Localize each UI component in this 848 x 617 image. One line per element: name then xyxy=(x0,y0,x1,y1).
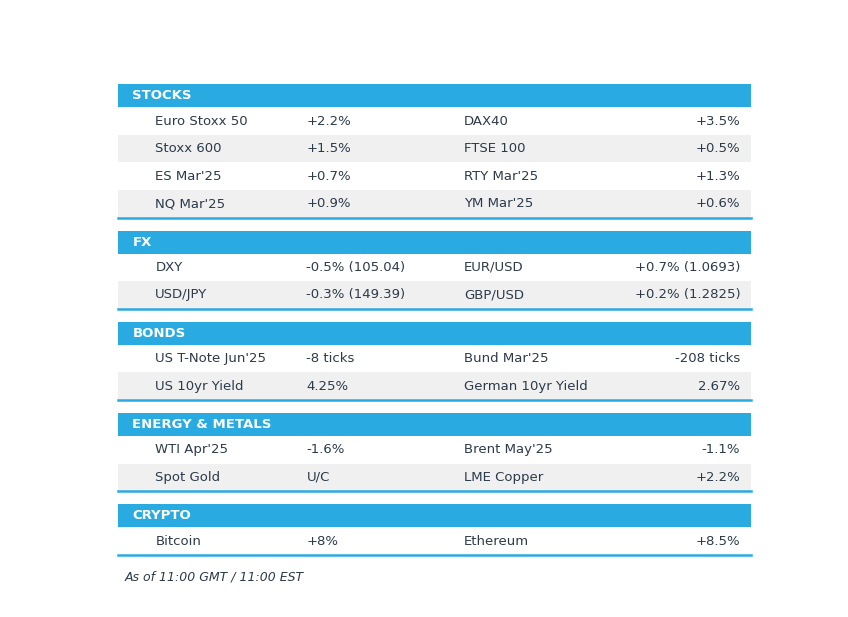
Text: -0.3% (149.39): -0.3% (149.39) xyxy=(306,289,405,302)
Text: +8%: +8% xyxy=(306,534,338,547)
Text: -208 ticks: -208 ticks xyxy=(675,352,740,365)
FancyBboxPatch shape xyxy=(118,373,751,400)
Text: EUR/USD: EUR/USD xyxy=(464,261,524,274)
Text: YM Mar'25: YM Mar'25 xyxy=(464,197,533,210)
Text: +3.5%: +3.5% xyxy=(695,115,740,128)
Text: -1.6%: -1.6% xyxy=(306,444,345,457)
Text: Stoxx 600: Stoxx 600 xyxy=(155,142,222,155)
Text: Bund Mar'25: Bund Mar'25 xyxy=(464,352,549,365)
Text: As of 11:00 GMT / 11:00 EST: As of 11:00 GMT / 11:00 EST xyxy=(125,571,304,584)
Text: RTY Mar'25: RTY Mar'25 xyxy=(464,170,538,183)
Text: ENERGY & METALS: ENERGY & METALS xyxy=(132,418,271,431)
Text: +0.2% (1.2825): +0.2% (1.2825) xyxy=(634,289,740,302)
Text: DAX40: DAX40 xyxy=(464,115,509,128)
Text: +0.5%: +0.5% xyxy=(695,142,740,155)
Text: +1.5%: +1.5% xyxy=(306,142,351,155)
FancyBboxPatch shape xyxy=(118,135,751,162)
Text: DXY: DXY xyxy=(155,261,182,274)
Text: GBP/USD: GBP/USD xyxy=(464,289,524,302)
Text: CRYPTO: CRYPTO xyxy=(132,510,191,523)
FancyBboxPatch shape xyxy=(118,254,751,281)
FancyBboxPatch shape xyxy=(118,463,751,491)
Text: US 10yr Yield: US 10yr Yield xyxy=(155,379,243,392)
Text: USD/JPY: USD/JPY xyxy=(155,289,208,302)
Text: +2.2%: +2.2% xyxy=(695,471,740,484)
Text: U/C: U/C xyxy=(306,471,330,484)
Text: German 10yr Yield: German 10yr Yield xyxy=(464,379,588,392)
FancyBboxPatch shape xyxy=(118,162,751,190)
Text: ES Mar'25: ES Mar'25 xyxy=(155,170,222,183)
FancyBboxPatch shape xyxy=(118,190,751,218)
Text: -0.5% (105.04): -0.5% (105.04) xyxy=(306,261,405,274)
Text: BONDS: BONDS xyxy=(132,327,186,340)
FancyBboxPatch shape xyxy=(118,322,751,345)
Text: FTSE 100: FTSE 100 xyxy=(464,142,526,155)
Text: LME Copper: LME Copper xyxy=(464,471,544,484)
Text: +8.5%: +8.5% xyxy=(695,534,740,547)
Text: STOCKS: STOCKS xyxy=(132,89,192,102)
Text: Bitcoin: Bitcoin xyxy=(155,534,201,547)
Text: +2.2%: +2.2% xyxy=(306,115,351,128)
Text: US T-Note Jun'25: US T-Note Jun'25 xyxy=(155,352,266,365)
FancyBboxPatch shape xyxy=(118,413,751,436)
Text: Brent May'25: Brent May'25 xyxy=(464,444,553,457)
Text: Euro Stoxx 50: Euro Stoxx 50 xyxy=(155,115,248,128)
Text: +0.7% (1.0693): +0.7% (1.0693) xyxy=(635,261,740,274)
Text: WTI Apr'25: WTI Apr'25 xyxy=(155,444,228,457)
Text: -8 ticks: -8 ticks xyxy=(306,352,354,365)
Text: +1.3%: +1.3% xyxy=(695,170,740,183)
Text: NQ Mar'25: NQ Mar'25 xyxy=(155,197,226,210)
Text: +0.7%: +0.7% xyxy=(306,170,351,183)
Text: Spot Gold: Spot Gold xyxy=(155,471,220,484)
FancyBboxPatch shape xyxy=(118,436,751,463)
Text: -1.1%: -1.1% xyxy=(701,444,740,457)
Text: +0.6%: +0.6% xyxy=(695,197,740,210)
Text: Ethereum: Ethereum xyxy=(464,534,529,547)
FancyBboxPatch shape xyxy=(118,85,751,107)
Text: 4.25%: 4.25% xyxy=(306,379,349,392)
FancyBboxPatch shape xyxy=(118,345,751,373)
Text: 2.67%: 2.67% xyxy=(698,379,740,392)
FancyBboxPatch shape xyxy=(118,505,751,528)
FancyBboxPatch shape xyxy=(118,231,751,254)
FancyBboxPatch shape xyxy=(118,281,751,308)
FancyBboxPatch shape xyxy=(118,528,751,555)
Text: FX: FX xyxy=(132,236,152,249)
Text: +0.9%: +0.9% xyxy=(306,197,351,210)
FancyBboxPatch shape xyxy=(118,107,751,135)
